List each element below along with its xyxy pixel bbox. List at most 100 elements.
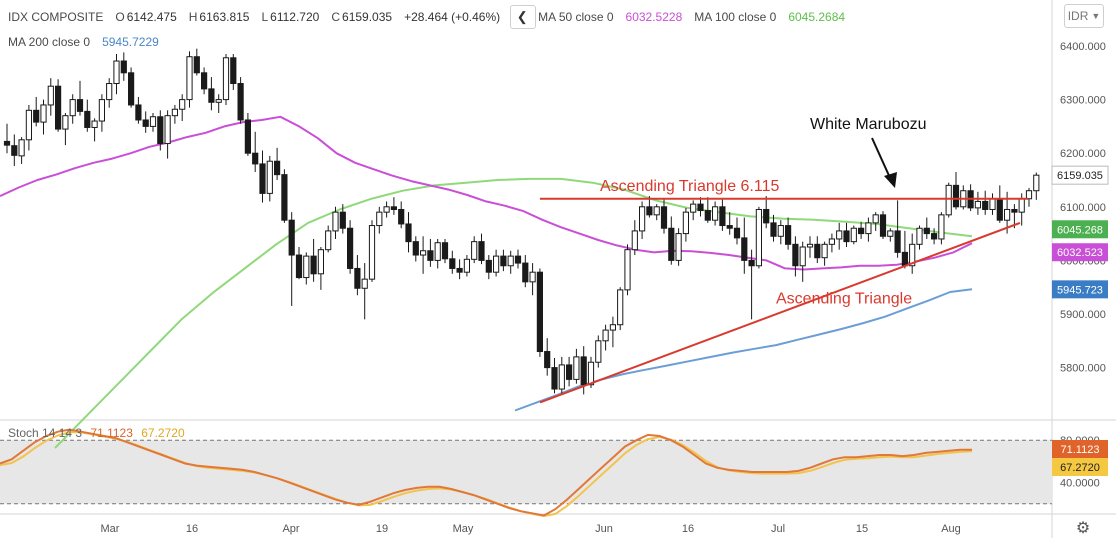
candle [507, 250, 514, 274]
candle-body [69, 99, 76, 117]
ma200-legend: MA 200 close 0 5945.7229 [8, 33, 161, 51]
candle [441, 238, 449, 264]
currency-selector[interactable]: IDR ▼ [1064, 4, 1104, 28]
candle [485, 255, 492, 280]
candle-body [566, 364, 573, 380]
y-tick-label: 6400.000 [1060, 41, 1106, 53]
candle-body [602, 329, 609, 342]
candle-body [208, 88, 215, 103]
candle-body [449, 258, 456, 269]
candle [303, 252, 310, 285]
candle-body [76, 99, 84, 112]
candle-body [1025, 190, 1033, 200]
candle [566, 356, 573, 387]
candle [719, 198, 726, 231]
annotation-arrow [871, 137, 892, 181]
x-tick-label: Apr [282, 523, 299, 535]
candle-body [164, 115, 171, 145]
candle [602, 324, 609, 351]
candle [11, 134, 18, 167]
candle [55, 79, 62, 132]
candle [872, 212, 879, 231]
candle [193, 48, 200, 76]
x-tick-label: May [453, 523, 474, 535]
high-key: H [188, 10, 198, 24]
candle [186, 51, 193, 108]
candle [47, 78, 54, 116]
candle-body [281, 174, 288, 221]
open-key: O [115, 10, 125, 24]
candle [376, 206, 383, 234]
stoch-band [0, 440, 1052, 504]
ma100-label: MA 100 close 0 [694, 10, 777, 24]
candle [149, 113, 157, 132]
candle [259, 150, 266, 203]
candle [25, 104, 32, 151]
candle [106, 78, 113, 108]
x-tick-label: Jun [595, 523, 613, 535]
candle-body [303, 255, 310, 279]
candle-body [865, 222, 872, 235]
candle [252, 131, 259, 172]
annotation-arrowhead [884, 172, 897, 188]
stoch-legend: Stoch 14 14 3 71.1123 67.2720 [8, 426, 185, 440]
candle-body [850, 227, 857, 243]
candle [894, 200, 901, 258]
x-tick-label: Aug [941, 523, 961, 535]
candle-body [179, 99, 186, 110]
support-trendline [539, 221, 1021, 404]
candle-body [237, 83, 244, 121]
candle-body [719, 206, 726, 227]
candle-body [821, 243, 828, 259]
ma50-value: 6032.5228 [625, 10, 683, 24]
candle-body [84, 110, 91, 128]
candle [427, 238, 434, 267]
candle [128, 67, 135, 108]
ohlc-legend: IDX COMPOSITE O 6142.475 H 6163.815 L 6112.… [8, 5, 847, 29]
candle-body [551, 367, 558, 390]
white-marubozu-annotation: White Marubozu [810, 116, 927, 133]
candle [33, 96, 40, 127]
candle-body [1004, 208, 1011, 221]
candle-body [274, 160, 281, 176]
candle-body [252, 152, 259, 165]
candle-body [996, 198, 1003, 221]
candle [967, 184, 974, 212]
candle-body [149, 116, 157, 127]
candle [697, 197, 704, 217]
collapse-legend-button[interactable]: ❮ [510, 5, 537, 29]
candle-body [697, 203, 704, 212]
candle [383, 201, 390, 218]
candle [69, 94, 76, 124]
candle-body [836, 230, 843, 240]
candle-body [580, 356, 587, 386]
candle-body [631, 230, 638, 251]
candle-body [785, 225, 792, 245]
candle-body [91, 120, 98, 128]
candle-body [135, 104, 142, 121]
y-tick-label: 6200.000 [1060, 148, 1106, 160]
candle [551, 357, 558, 394]
open-value: 6142.475 [126, 10, 177, 24]
candle [514, 249, 522, 269]
candle [266, 155, 273, 202]
candle-body [259, 163, 266, 194]
stoch-k-tag-box [1052, 440, 1108, 458]
price-tag: 5945.723 [1052, 280, 1108, 299]
candle [1033, 172, 1040, 200]
candle-body [894, 230, 901, 253]
candle [989, 193, 996, 215]
candle [40, 99, 47, 135]
candle [675, 228, 682, 266]
candle-body [390, 206, 397, 210]
candle [960, 185, 967, 210]
candle-body [733, 227, 741, 239]
price-tag-label: 6045.268 [1057, 224, 1103, 236]
candle-body [493, 255, 500, 273]
candle-body [500, 255, 507, 267]
candle-body [544, 351, 551, 369]
candle [471, 236, 478, 264]
candle [821, 241, 828, 266]
candle [755, 206, 762, 269]
